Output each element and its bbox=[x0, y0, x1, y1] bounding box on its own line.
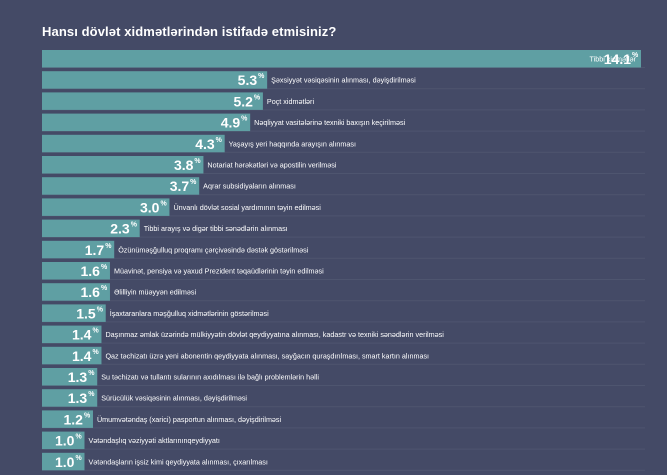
value-label: 3.8 bbox=[174, 157, 194, 173]
percent-sign: % bbox=[101, 285, 108, 292]
category-label: Vətəndaşların işsiz kimi qeydiyyata alın… bbox=[88, 457, 267, 466]
bar bbox=[42, 410, 93, 428]
percent-sign: % bbox=[75, 455, 82, 462]
percent-sign: % bbox=[216, 137, 223, 144]
bar bbox=[42, 262, 110, 280]
value-label: 1.4 bbox=[72, 327, 92, 343]
bar bbox=[42, 219, 140, 238]
bar bbox=[42, 283, 110, 301]
value-label: 4.3 bbox=[195, 136, 215, 152]
value-label: 1.3 bbox=[68, 390, 88, 406]
value-label: 1.7 bbox=[85, 242, 105, 258]
percent-sign: % bbox=[88, 391, 95, 398]
value-label: 1.2 bbox=[64, 411, 84, 427]
bar bbox=[42, 177, 200, 195]
category-label: Daşınmaz əmlak üzərində mülkiyyətin dövl… bbox=[105, 330, 444, 339]
category-label: Ümumvətəndaş (xarici) pasportun alınması… bbox=[97, 415, 282, 424]
category-label: Ünvanlı dövlət sosial yardımının təyin e… bbox=[173, 203, 321, 212]
bar bbox=[42, 325, 102, 344]
percent-sign: % bbox=[105, 243, 112, 250]
category-label: Notariat hərəkətləri və apostilin verilm… bbox=[207, 161, 336, 170]
percent-sign: % bbox=[88, 370, 95, 377]
chart-title: Hansı dövlət xidmətlərindən istifadə etm… bbox=[42, 24, 337, 39]
category-label: Şəxsiyyət vəsiqəsinin alınması, dəyişdir… bbox=[271, 76, 416, 85]
value-label: 3.0 bbox=[140, 199, 160, 215]
category-label: Əlilliyin müəyyən edilməsi bbox=[114, 288, 197, 297]
category-label: Su təchizatı və tullantı sularının axıdı… bbox=[101, 373, 319, 382]
value-label: 1.0 bbox=[55, 454, 75, 470]
bar bbox=[42, 240, 115, 259]
value-label: 4.9 bbox=[221, 115, 241, 131]
category-label: Aqrar subsidiyaların alınması bbox=[203, 182, 296, 191]
percent-sign: % bbox=[75, 434, 82, 441]
percent-sign: % bbox=[194, 158, 201, 165]
percent-sign: % bbox=[632, 52, 639, 59]
percent-sign: % bbox=[190, 179, 197, 186]
value-label: 1.5 bbox=[76, 305, 96, 321]
percent-sign: % bbox=[258, 73, 265, 80]
category-label: Nəqliyyat vasitələrinə texniki baxışın k… bbox=[254, 118, 405, 127]
category-label: Müavinət, pensiya və yaxud Prezident təq… bbox=[114, 267, 324, 276]
bar bbox=[42, 134, 225, 153]
percent-sign: % bbox=[254, 94, 261, 101]
value-label: 14.1 bbox=[604, 51, 631, 67]
bar bbox=[42, 452, 85, 471]
bar bbox=[42, 431, 85, 450]
percent-sign: % bbox=[101, 264, 108, 271]
category-label: Sürücülük vəsiqəsinin alınması, dəyişdir… bbox=[101, 394, 247, 403]
category-label: Yaşayış yeri haqqında arayışın alınması bbox=[229, 139, 356, 148]
percent-sign: % bbox=[84, 412, 91, 419]
value-label: 1.6 bbox=[81, 284, 101, 300]
value-label: 5.2 bbox=[233, 93, 253, 109]
bar bbox=[42, 156, 204, 174]
percent-sign: % bbox=[97, 306, 104, 313]
value-label: 1.0 bbox=[55, 433, 75, 449]
category-label: Özünüməşğulluq proqramı çərçivəsində dəs… bbox=[118, 245, 309, 254]
value-label: 1.4 bbox=[72, 348, 92, 364]
bar bbox=[42, 92, 263, 110]
category-label: Vətəndaşlıq vəziyyəti aktlarınınqeydiyya… bbox=[88, 436, 219, 445]
percent-sign: % bbox=[131, 222, 138, 229]
value-label: 5.3 bbox=[238, 72, 258, 88]
category-label: Tibbi xidmətlər bbox=[590, 55, 637, 64]
percent-sign: % bbox=[160, 200, 167, 207]
value-label: 3.7 bbox=[170, 178, 190, 194]
value-label: 1.6 bbox=[81, 263, 101, 279]
bar bbox=[42, 389, 98, 407]
category-label: Tibbi arayış və digər tibbi sənədlərin a… bbox=[144, 224, 288, 233]
percent-sign: % bbox=[92, 349, 99, 356]
percent-sign: % bbox=[241, 116, 248, 123]
category-label: İşaxtaranlara məşğulluq xidmətlərinin gö… bbox=[110, 309, 269, 318]
value-label: 1.3 bbox=[68, 369, 88, 385]
bar bbox=[42, 304, 106, 322]
category-label: Poçt xidmətləri bbox=[267, 97, 315, 106]
value-label: 2.3 bbox=[110, 221, 130, 237]
bar bbox=[42, 50, 641, 68]
bar bbox=[42, 198, 170, 216]
bar bbox=[42, 71, 268, 89]
bar bbox=[42, 113, 251, 132]
percent-sign: % bbox=[92, 328, 99, 335]
category-label: Qaz təchizatı üzrə yeni abonentin qeydiy… bbox=[105, 351, 429, 360]
bar bbox=[42, 368, 98, 386]
bar bbox=[42, 346, 102, 365]
